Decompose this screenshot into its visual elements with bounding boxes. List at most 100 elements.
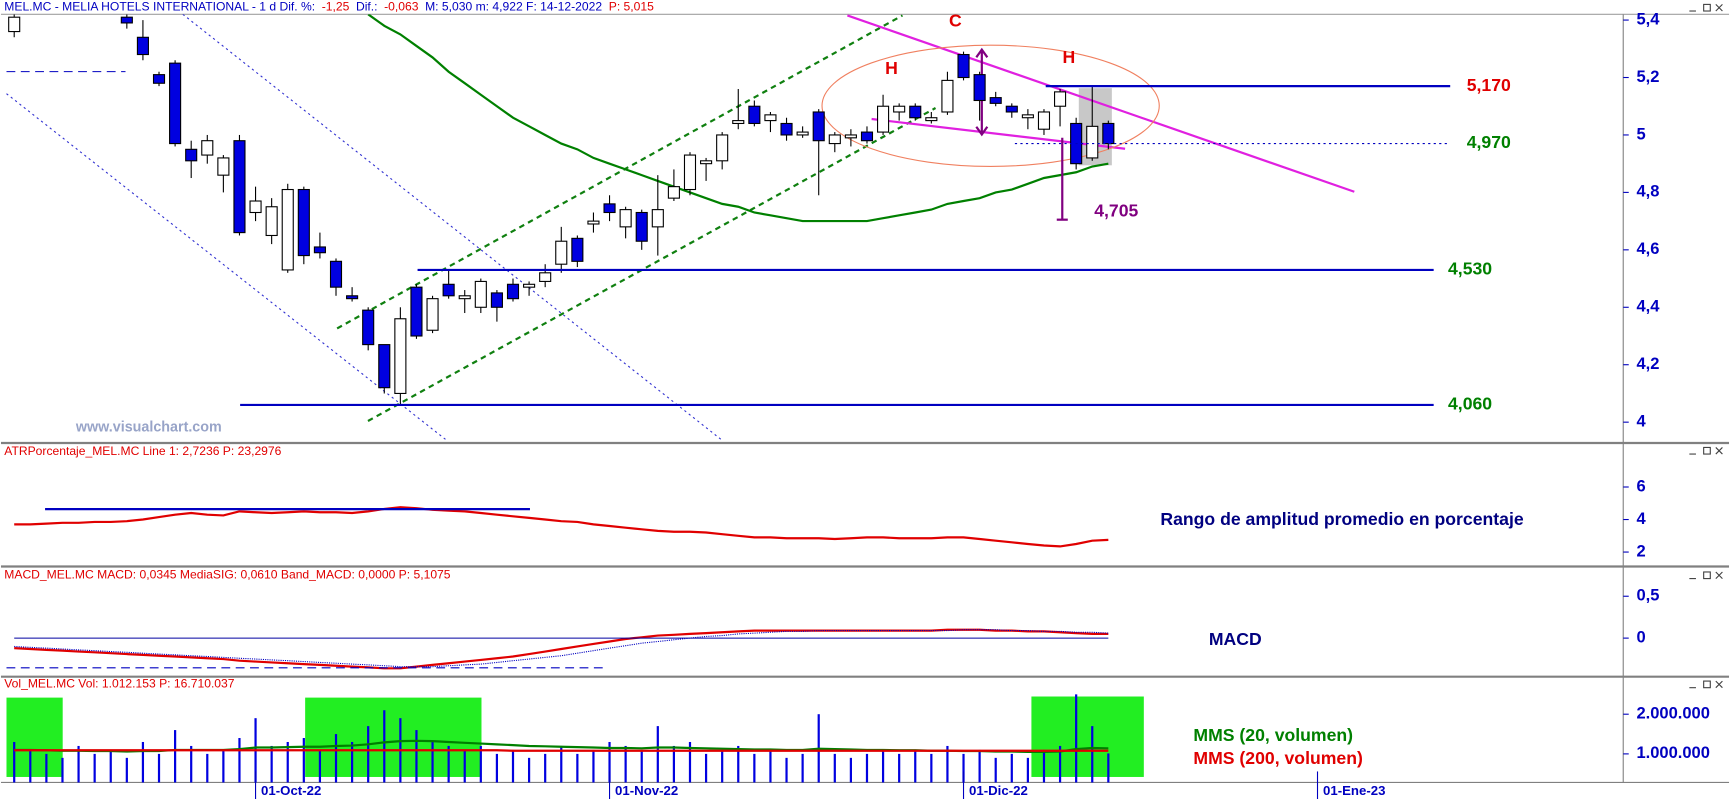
candle-body: [490, 292, 503, 308]
x-tick-label: 01-Ene-23: [1323, 783, 1385, 798]
legend-entry: MMS (20, volumen): [1193, 725, 1353, 745]
candle-body: [281, 188, 294, 271]
candle-body: [716, 134, 729, 162]
volume-bar: [865, 753, 869, 783]
y-tick-label: 2: [1636, 541, 1645, 560]
channel-line: [367, 107, 937, 422]
title-part: -0,063: [384, 0, 419, 14]
candle-body: [1021, 114, 1034, 119]
title-part: -1,25: [322, 0, 350, 14]
volume-bar: [77, 745, 80, 783]
candle-body: [909, 105, 922, 119]
volume-bar: [930, 753, 933, 783]
volume-bar: [1042, 749, 1046, 783]
volume-bar: [383, 710, 386, 783]
title-part: M: 5,030 m: 4,922 F: 14-12-2022: [425, 0, 602, 14]
volume-bar: [544, 753, 547, 783]
volume-bar: [1091, 726, 1094, 783]
candles: [8, 14, 1115, 405]
candle-body: [136, 36, 149, 56]
volume-bar: [93, 753, 96, 783]
candle-body: [619, 209, 632, 228]
candle-body: [571, 237, 584, 262]
volume-bar: [222, 749, 225, 783]
candle-body: [957, 53, 970, 79]
candle-body: [1005, 105, 1018, 113]
volume-bar: [447, 745, 450, 783]
pattern-label: C: [949, 11, 962, 31]
series-line: [14, 506, 1109, 548]
volume-bar: [801, 753, 804, 783]
volume-bar: [367, 726, 370, 783]
volume-bar: [463, 749, 466, 783]
panel-title: MEL.MC - MELIA HOTELS INTERNATIONAL - 1 …: [4, 0, 654, 14]
volume-bar: [302, 738, 305, 783]
volume-bar: [431, 741, 434, 783]
volume-bar: [785, 757, 788, 783]
volume-bar: [479, 745, 482, 783]
volume-bar: [962, 753, 965, 783]
volume-bar: [238, 738, 241, 783]
window-buttons[interactable]: [1689, 3, 1723, 689]
y-tick-label: 2.000.000: [1636, 704, 1709, 723]
candle-body: [297, 188, 310, 257]
candle-body: [780, 122, 793, 136]
panel-annotation: Rango de amplitud promedio en porcentaje: [1160, 509, 1524, 529]
series-line: [14, 628, 1109, 670]
candle-body: [764, 114, 777, 122]
candle-body: [603, 203, 616, 214]
title-part: Dif.:: [356, 0, 378, 14]
volume-bar: [849, 757, 852, 783]
y-tick-label: 4,6: [1636, 239, 1659, 258]
candle-body: [217, 157, 230, 176]
candle-body: [989, 97, 1002, 104]
volume-bar: [833, 753, 836, 783]
candle-body: [555, 240, 568, 265]
candle-body: [683, 154, 697, 191]
level-label: 4,705: [1094, 201, 1138, 221]
y-tick-label: 0: [1636, 627, 1645, 646]
candle-body: [700, 160, 713, 165]
candle-body: [506, 283, 520, 300]
volume-bar: [190, 745, 193, 783]
candle-body: [378, 344, 391, 389]
volume-bar: [61, 757, 64, 783]
y-tick-label: 1.000.000: [1636, 743, 1709, 762]
volume-bar: [656, 726, 659, 783]
candle-body: [329, 260, 343, 288]
volume-bar: [270, 745, 273, 783]
volume-bar: [157, 753, 161, 783]
volume-bar: [334, 734, 338, 783]
volume-bar: [881, 749, 885, 783]
candle-body: [474, 280, 487, 308]
y-tick-label: 6: [1636, 476, 1645, 495]
volume-bar: [576, 753, 579, 783]
y-tick-label: 4: [1636, 412, 1646, 431]
title-part: Vol_MEL.MC Vol: 1.012.153 P: 16.710.037: [4, 677, 235, 691]
volume-bar: [125, 757, 128, 783]
candle-body: [651, 209, 664, 228]
volume-bar: [898, 753, 901, 783]
volume-bar: [1058, 745, 1062, 783]
volume-bar: [1026, 757, 1029, 783]
candle-body: [185, 148, 198, 162]
volume-bar: [592, 749, 595, 783]
candle-body: [941, 79, 954, 113]
candle-body: [169, 62, 182, 145]
y-tick-label: 4: [1636, 509, 1646, 528]
candle-body: [732, 120, 745, 125]
x-tick-label: 01-Dic-22: [969, 783, 1028, 798]
candle-body: [120, 16, 133, 24]
x-tick-label: 01-Oct-22: [261, 783, 321, 798]
candle-body: [458, 295, 471, 300]
volume-bar: [978, 749, 981, 783]
volume-bar: [286, 741, 289, 783]
trend-line: [182, 14, 724, 442]
candle-body: [860, 131, 874, 142]
volume-bar: [350, 741, 354, 783]
volume-bar: [141, 741, 145, 783]
candle-body: [265, 206, 278, 237]
candle-body: [201, 140, 214, 156]
series-line: [367, 14, 1109, 223]
